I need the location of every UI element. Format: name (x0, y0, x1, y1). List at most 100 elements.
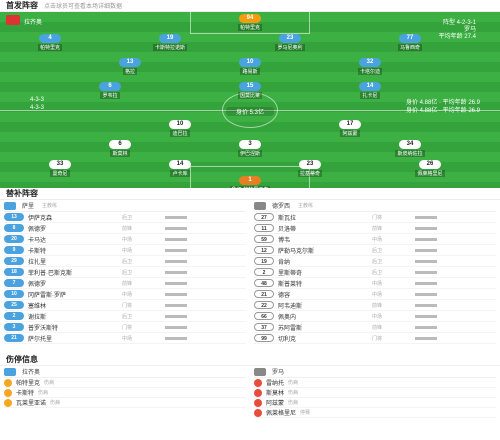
sub-player-bar (165, 226, 187, 230)
injury-row[interactable]: 斯莫林 伤病 (254, 388, 496, 398)
player-name: 曼奇尼 (50, 170, 70, 177)
home-coach-row[interactable]: 萨里 主教练 (4, 200, 246, 212)
injury-row[interactable]: 佩莱格里尼 停赛 (254, 408, 496, 418)
sub-player-row[interactable]: 3 普罗沃斯特 门将 (4, 322, 246, 333)
player-name: 斯莫林 (110, 150, 130, 157)
sub-player-name: 斯普莱特 (278, 281, 303, 288)
sub-player-number: 37 (254, 323, 274, 331)
pitch-player[interactable]: 23 拉基蒂奇 (290, 160, 330, 177)
player-name: 因莫比莱 (237, 92, 262, 99)
pitch-player[interactable]: 6 斯莫林 (100, 140, 140, 157)
player-number: 10 (239, 58, 261, 67)
injury-note: 伤病 (288, 400, 299, 406)
pitch-mid-label: 身价 5.3亿 (226, 107, 274, 116)
away-coach-row[interactable]: 德罗西 主教练 (254, 200, 496, 212)
sub-player-row[interactable]: 20 卡马达 中场 (4, 234, 246, 245)
sub-player-row[interactable]: 25 塞维林 门将 (4, 300, 246, 311)
sub-player-number: 12 (254, 246, 274, 254)
player-number: 6 (99, 82, 121, 91)
player-name: 帕特里克 (37, 44, 62, 51)
sub-player-position: 门将 (372, 214, 383, 221)
injury-row[interactable]: 雷纳托 伤病 (254, 378, 496, 388)
sub-player-bar (165, 270, 187, 274)
pitch-player[interactable]: 19 卡斯特拉诺斯 (150, 34, 190, 51)
sub-player-row[interactable]: 29 拉扎里 后卫 (4, 256, 246, 267)
sub-player-row[interactable]: 7 佩德罗 前锋 (4, 278, 246, 289)
home-coach-name: 萨里 (22, 204, 35, 210)
sub-player-number: 29 (4, 257, 24, 265)
sub-player-position: 后卫 (122, 214, 133, 221)
sub-player-row[interactable]: 11 贝洛蒂 前锋 (254, 223, 496, 234)
pitch-player[interactable]: 10 迪巴拉 (160, 120, 200, 137)
pitch-player[interactable]: 14 卢卡库 (160, 160, 200, 177)
away-note: 平均年龄 27.4 (438, 34, 476, 40)
injury-note: 伤病 (50, 400, 61, 406)
sub-player-row[interactable]: 22 阿韦迪斯 前锋 (254, 300, 496, 311)
pitch-player[interactable]: 33 曼奇尼 (40, 160, 80, 177)
player-number: 3 (239, 140, 261, 149)
sub-player-position: 中场 (372, 280, 383, 287)
pitch-player[interactable]: 14 扎卡尼 (350, 82, 390, 99)
sub-player-row[interactable]: 21 德容 中场 (254, 289, 496, 300)
sub-player-row[interactable]: 99 切利克 门将 (254, 333, 496, 344)
injury-row[interactable]: 卡斯特 伤病 (4, 388, 246, 398)
pitch-player[interactable]: 1鲁伊·帕特里西奥 (229, 176, 271, 188)
sub-player-row[interactable]: 13 伊萨克森 后卫 (4, 212, 246, 223)
injury-row[interactable]: 帕特里克 伤病 (4, 378, 246, 388)
sub-player-row[interactable]: 8 佩德罗 前锋 (4, 223, 246, 234)
sub-player-row[interactable]: 48 斯普莱特 中场 (254, 278, 496, 289)
sub-player-row[interactable]: 19 肯纳 后卫 (254, 256, 496, 267)
sub-player-row[interactable]: 10 冈萨雷斯·罗萨 中场 (4, 289, 246, 300)
sub-player-position: 前锋 (372, 302, 383, 309)
sub-player-row[interactable]: 12 萨勒马克尔斯 后卫 (254, 245, 496, 256)
sub-player-row[interactable]: 18 菲利普·巴斯克斯 后卫 (4, 267, 246, 278)
sub-player-name: 谢拉斯 (28, 314, 47, 321)
sub-player-row[interactable]: 9 卡斯特 中场 (4, 245, 246, 256)
home-formation: 4-3-3 (30, 97, 45, 103)
pitch-player[interactable]: 6 罗韦拉 (90, 82, 130, 99)
injuries-panel: 拉齐奥 帕特里克 伤病 卡斯特 伤病 瓦莱里亚诺 伤病 罗马 雷纳托 伤病 斯莫林 伤病 阿兹蒙伤… (0, 366, 500, 430)
injury-row[interactable]: 瓦莱里亚诺 伤病 (4, 398, 246, 408)
pitch-player[interactable]: 23 罗马尼奥利 (270, 34, 310, 51)
sub-player-row[interactable]: 2 里斯蒂奇 后卫 (254, 267, 496, 278)
sub-player-name: 拉扎里 (28, 259, 47, 266)
sub-player-name: 萨勒马克尔斯 (278, 248, 315, 255)
sub-player-position: 门将 (122, 302, 133, 309)
sub-player-bar (415, 270, 437, 274)
sub-player-name: 苏阿雷斯 (278, 325, 303, 332)
away-team-name: 罗马 (463, 27, 476, 33)
injury-row[interactable]: 阿兹蒙 伤病 (254, 398, 496, 408)
pitch-player[interactable]: 4 帕特里克 (30, 34, 70, 51)
sub-player-number: 11 (254, 224, 274, 232)
sub-player-name: 切利克 (278, 336, 297, 343)
pitch-player[interactable]: 77 马鲁西奇 (390, 34, 430, 51)
pitch-player[interactable]: 34 斯皮纳佐拉 (390, 140, 430, 157)
player-number: 13 (119, 58, 141, 67)
pitch-player[interactable]: 26 佩莱格里尼 (410, 160, 450, 177)
pitch-player[interactable]: 15 因莫比莱 (230, 82, 270, 99)
player-number: 15 (239, 82, 261, 91)
pitch-player[interactable]: 13 格拉 (110, 58, 150, 75)
sub-player-row[interactable]: 66 佩奥内 中场 (254, 311, 496, 322)
player-name: 拉基蒂奇 (297, 170, 322, 177)
pitch-player[interactable]: 32 卡塔尔迪 (350, 58, 390, 75)
pitch-player[interactable]: 10 路易斯 (230, 58, 270, 75)
sub-player-bar (415, 292, 437, 296)
pitch-player[interactable]: 17 阿兹蒙 (330, 120, 370, 137)
pitch-player[interactable]: 3 伊巴涅斯 (230, 140, 270, 157)
pitch-player[interactable]: 94 帕特里克 (230, 14, 270, 31)
sub-player-row[interactable]: 27 斯瓦拉 门将 (254, 212, 496, 223)
sub-player-row[interactable]: 37 苏阿雷斯 前锋 (254, 322, 496, 333)
sub-player-row[interactable]: 21 萨尔托里 中场 (4, 333, 246, 344)
sub-player-row[interactable]: 2 谢拉斯 后卫 (4, 311, 246, 322)
injury-icon (254, 408, 262, 417)
injuries-home-name: 拉齐奥 (22, 370, 41, 376)
sub-player-number: 99 (254, 334, 274, 342)
sub-player-row[interactable]: 59 博韦 中场 (254, 234, 496, 245)
player-number: 26 (419, 160, 441, 169)
sub-player-bar (165, 336, 187, 340)
player-name: 鲁伊·帕特里西奥 (229, 186, 271, 188)
sub-player-name: 肯纳 (278, 259, 291, 266)
player-number: 14 (359, 82, 381, 91)
sub-player-number: 7 (4, 279, 24, 287)
